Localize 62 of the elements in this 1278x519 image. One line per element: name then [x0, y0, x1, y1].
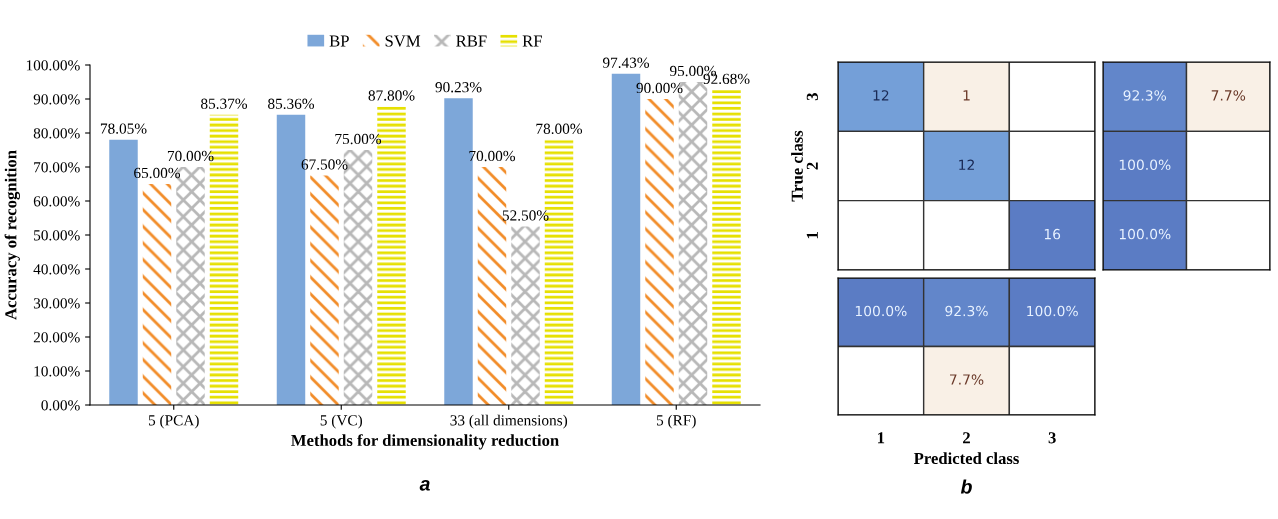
data-label: 12 — [959, 159, 974, 170]
legend-label: SVM — [385, 35, 421, 47]
data-label: 87.80% — [368, 90, 415, 101]
y-tick-label: 80.00% — [33, 128, 80, 139]
text: b — [960, 479, 972, 494]
legend-label: RBF — [456, 35, 487, 47]
x-axis-title: Methods for dimensionality reduction — [291, 434, 559, 450]
y-axis-title: Accuracy of recognition — [4, 150, 20, 320]
y-tick-label: 0.00% — [41, 400, 80, 411]
data-label: 85.36% — [268, 98, 315, 109]
bar — [511, 226, 540, 405]
y-tick-label: 20.00% — [33, 332, 80, 343]
legend-label: RF — [522, 35, 542, 47]
data-label: 90.23% — [435, 82, 482, 93]
y-tick-label: 30.00% — [33, 298, 80, 309]
data-label: 100.0% — [1027, 305, 1078, 317]
data-label: 100.0% — [1119, 159, 1171, 171]
x-tick-label: 2 — [963, 432, 970, 444]
x-axis-title: Predicted class — [913, 452, 1019, 465]
data-label: 70.00% — [469, 150, 516, 162]
y-tick-label: 1 — [806, 232, 818, 239]
y-tick-label: 50.00% — [34, 230, 80, 241]
y-tick-label: 90.00% — [33, 94, 80, 105]
data-label: 85.37% — [201, 98, 248, 109]
data-label: 78.00% — [536, 123, 583, 134]
data-label: 1 — [963, 90, 970, 101]
text: a — [419, 480, 430, 491]
y-tick-label: 40.00% — [33, 264, 80, 275]
bar — [142, 184, 172, 405]
data-label: 67.50% — [301, 159, 348, 170]
data-label: 75.00% — [335, 133, 382, 145]
data-label: 100.0% — [1119, 228, 1171, 240]
data-label: 16 — [1044, 228, 1061, 240]
bar — [645, 99, 674, 405]
y-tick-label: 70.00% — [34, 162, 80, 173]
data-label: 92.3% — [1123, 90, 1167, 101]
data-label: 100.0% — [855, 305, 907, 317]
x-tick-label: 5 (VC) — [320, 414, 363, 429]
x-tick-label: 1 — [878, 432, 885, 444]
data-label: 7.7% — [1211, 90, 1246, 101]
bar — [712, 89, 741, 405]
y-tick-label: 2 — [806, 162, 818, 170]
bar — [310, 175, 339, 405]
data-label: 12 — [873, 90, 889, 101]
data-label: 97.43% — [602, 57, 650, 68]
data-label: 90.00% — [636, 82, 683, 94]
legend-label: BP — [329, 35, 349, 47]
y-tick-label: 60.00% — [33, 196, 80, 207]
x-tick-label: 3 — [1048, 432, 1056, 444]
data-label: 65.00% — [134, 167, 181, 179]
x-tick-label: 33 (all dimensions) — [450, 414, 568, 429]
y-tick-label: 3 — [806, 93, 818, 101]
y-tick-label: 100.00% — [26, 60, 80, 71]
x-tick-label: 5 (RF) — [656, 414, 696, 429]
data-label: 7.7% — [950, 374, 984, 385]
data-label: 52.50% — [502, 210, 549, 221]
data-label: 78.05% — [100, 123, 147, 134]
x-tick-label: 5 (PCA) — [148, 414, 199, 429]
data-label: 92.3% — [945, 305, 988, 317]
y-tick-label: 10.00% — [34, 366, 80, 377]
data-label: 70.00% — [167, 150, 214, 162]
y-axis-title: True class — [791, 130, 803, 202]
